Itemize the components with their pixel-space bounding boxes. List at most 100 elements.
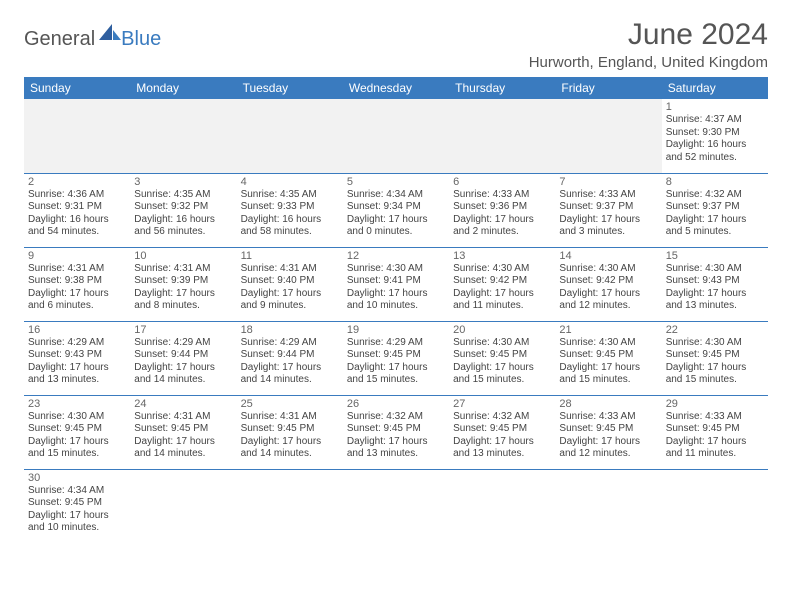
calendar-row: 23Sunrise: 4:30 AMSunset: 9:45 PMDayligh… bbox=[24, 395, 768, 469]
calendar-empty-cell bbox=[343, 99, 449, 173]
calendar-trailing-cell bbox=[343, 469, 449, 543]
calendar-grid: SundayMondayTuesdayWednesdayThursdayFrid… bbox=[24, 77, 768, 543]
daylight-line: Daylight: 17 hours and 15 minutes. bbox=[453, 362, 551, 387]
title-block: June 2024 Hurworth, England, United King… bbox=[529, 18, 768, 71]
daylight-line: Daylight: 17 hours and 13 minutes. bbox=[666, 288, 764, 313]
sunset-line: Sunset: 9:45 PM bbox=[666, 423, 764, 436]
day-number: 9 bbox=[28, 250, 126, 262]
daylight-line: Daylight: 17 hours and 11 minutes. bbox=[453, 288, 551, 313]
daylight-line: Daylight: 17 hours and 11 minutes. bbox=[666, 436, 764, 461]
sunrise-line: Sunrise: 4:30 AM bbox=[666, 263, 764, 276]
sunset-line: Sunset: 9:38 PM bbox=[28, 275, 126, 288]
sunrise-line: Sunrise: 4:31 AM bbox=[241, 263, 339, 276]
sunrise-line: Sunrise: 4:30 AM bbox=[347, 263, 445, 276]
sunset-line: Sunset: 9:45 PM bbox=[453, 349, 551, 362]
sunset-line: Sunset: 9:45 PM bbox=[666, 349, 764, 362]
sunset-line: Sunset: 9:42 PM bbox=[559, 275, 657, 288]
day-number: 3 bbox=[134, 176, 232, 188]
calendar-empty-cell bbox=[237, 99, 343, 173]
calendar-trailing-cell bbox=[449, 469, 555, 543]
weekday-header: Tuesday bbox=[237, 77, 343, 99]
sunrise-line: Sunrise: 4:30 AM bbox=[559, 337, 657, 350]
weekday-header: Monday bbox=[130, 77, 236, 99]
calendar-empty-cell bbox=[130, 99, 236, 173]
day-number: 15 bbox=[666, 250, 764, 262]
day-number: 13 bbox=[453, 250, 551, 262]
daylight-line: Daylight: 17 hours and 5 minutes. bbox=[666, 214, 764, 239]
sunrise-line: Sunrise: 4:35 AM bbox=[134, 189, 232, 202]
calendar-day-cell: 25Sunrise: 4:31 AMSunset: 9:45 PMDayligh… bbox=[237, 395, 343, 469]
calendar-trailing-cell bbox=[130, 469, 236, 543]
calendar-row: 16Sunrise: 4:29 AMSunset: 9:43 PMDayligh… bbox=[24, 321, 768, 395]
sunset-line: Sunset: 9:37 PM bbox=[559, 201, 657, 214]
calendar-row: 9Sunrise: 4:31 AMSunset: 9:38 PMDaylight… bbox=[24, 247, 768, 321]
sunrise-line: Sunrise: 4:33 AM bbox=[453, 189, 551, 202]
day-number: 26 bbox=[347, 398, 445, 410]
sunrise-line: Sunrise: 4:32 AM bbox=[666, 189, 764, 202]
calendar-trailing-cell bbox=[555, 469, 661, 543]
calendar-day-cell: 15Sunrise: 4:30 AMSunset: 9:43 PMDayligh… bbox=[662, 247, 768, 321]
sunrise-line: Sunrise: 4:29 AM bbox=[347, 337, 445, 350]
sunset-line: Sunset: 9:45 PM bbox=[347, 349, 445, 362]
sunset-line: Sunset: 9:32 PM bbox=[134, 201, 232, 214]
day-number: 27 bbox=[453, 398, 551, 410]
daylight-line: Daylight: 17 hours and 9 minutes. bbox=[241, 288, 339, 313]
logo-sail-icon bbox=[99, 24, 121, 47]
calendar-row: 2Sunrise: 4:36 AMSunset: 9:31 PMDaylight… bbox=[24, 173, 768, 247]
weekday-header: Saturday bbox=[662, 77, 768, 99]
sunset-line: Sunset: 9:34 PM bbox=[347, 201, 445, 214]
day-number: 24 bbox=[134, 398, 232, 410]
sunrise-line: Sunrise: 4:29 AM bbox=[241, 337, 339, 350]
day-number: 2 bbox=[28, 176, 126, 188]
day-number: 12 bbox=[347, 250, 445, 262]
daylight-line: Daylight: 17 hours and 2 minutes. bbox=[453, 214, 551, 239]
weekday-header: Friday bbox=[555, 77, 661, 99]
daylight-line: Daylight: 17 hours and 12 minutes. bbox=[559, 436, 657, 461]
sunset-line: Sunset: 9:45 PM bbox=[241, 423, 339, 436]
daylight-line: Daylight: 16 hours and 54 minutes. bbox=[28, 214, 126, 239]
sunrise-line: Sunrise: 4:30 AM bbox=[453, 263, 551, 276]
daylight-line: Daylight: 17 hours and 13 minutes. bbox=[453, 436, 551, 461]
day-number: 20 bbox=[453, 324, 551, 336]
calendar-day-cell: 4Sunrise: 4:35 AMSunset: 9:33 PMDaylight… bbox=[237, 173, 343, 247]
sunrise-line: Sunrise: 4:31 AM bbox=[134, 411, 232, 424]
sunrise-line: Sunrise: 4:31 AM bbox=[28, 263, 126, 276]
header: General Blue June 2024 Hurworth, England… bbox=[24, 18, 768, 71]
calendar-day-cell: 30Sunrise: 4:34 AMSunset: 9:45 PMDayligh… bbox=[24, 469, 130, 543]
calendar-day-cell: 18Sunrise: 4:29 AMSunset: 9:44 PMDayligh… bbox=[237, 321, 343, 395]
day-number: 18 bbox=[241, 324, 339, 336]
sunrise-line: Sunrise: 4:30 AM bbox=[559, 263, 657, 276]
sunset-line: Sunset: 9:45 PM bbox=[28, 423, 126, 436]
calendar-day-cell: 29Sunrise: 4:33 AMSunset: 9:45 PMDayligh… bbox=[662, 395, 768, 469]
sunrise-line: Sunrise: 4:33 AM bbox=[559, 411, 657, 424]
sunset-line: Sunset: 9:45 PM bbox=[453, 423, 551, 436]
weekday-header: Sunday bbox=[24, 77, 130, 99]
calendar-day-cell: 20Sunrise: 4:30 AMSunset: 9:45 PMDayligh… bbox=[449, 321, 555, 395]
sunrise-line: Sunrise: 4:32 AM bbox=[453, 411, 551, 424]
day-number: 16 bbox=[28, 324, 126, 336]
sunrise-line: Sunrise: 4:30 AM bbox=[453, 337, 551, 350]
day-number: 6 bbox=[453, 176, 551, 188]
logo-text-general: General bbox=[24, 28, 95, 51]
month-title: June 2024 bbox=[529, 18, 768, 52]
day-number: 1 bbox=[666, 101, 764, 113]
calendar-day-cell: 7Sunrise: 4:33 AMSunset: 9:37 PMDaylight… bbox=[555, 173, 661, 247]
sunset-line: Sunset: 9:43 PM bbox=[666, 275, 764, 288]
day-number: 10 bbox=[134, 250, 232, 262]
sunset-line: Sunset: 9:40 PM bbox=[241, 275, 339, 288]
calendar-day-cell: 13Sunrise: 4:30 AMSunset: 9:42 PMDayligh… bbox=[449, 247, 555, 321]
daylight-line: Daylight: 16 hours and 56 minutes. bbox=[134, 214, 232, 239]
daylight-line: Daylight: 17 hours and 14 minutes. bbox=[241, 436, 339, 461]
logo: General Blue bbox=[24, 18, 161, 55]
sunset-line: Sunset: 9:31 PM bbox=[28, 201, 126, 214]
daylight-line: Daylight: 17 hours and 14 minutes. bbox=[241, 362, 339, 387]
day-number: 30 bbox=[28, 472, 126, 484]
calendar-day-cell: 8Sunrise: 4:32 AMSunset: 9:37 PMDaylight… bbox=[662, 173, 768, 247]
daylight-line: Daylight: 17 hours and 8 minutes. bbox=[134, 288, 232, 313]
sunrise-line: Sunrise: 4:33 AM bbox=[666, 411, 764, 424]
day-number: 22 bbox=[666, 324, 764, 336]
sunrise-line: Sunrise: 4:36 AM bbox=[28, 189, 126, 202]
calendar-empty-cell bbox=[24, 99, 130, 173]
sunrise-line: Sunrise: 4:32 AM bbox=[347, 411, 445, 424]
sunset-line: Sunset: 9:39 PM bbox=[134, 275, 232, 288]
